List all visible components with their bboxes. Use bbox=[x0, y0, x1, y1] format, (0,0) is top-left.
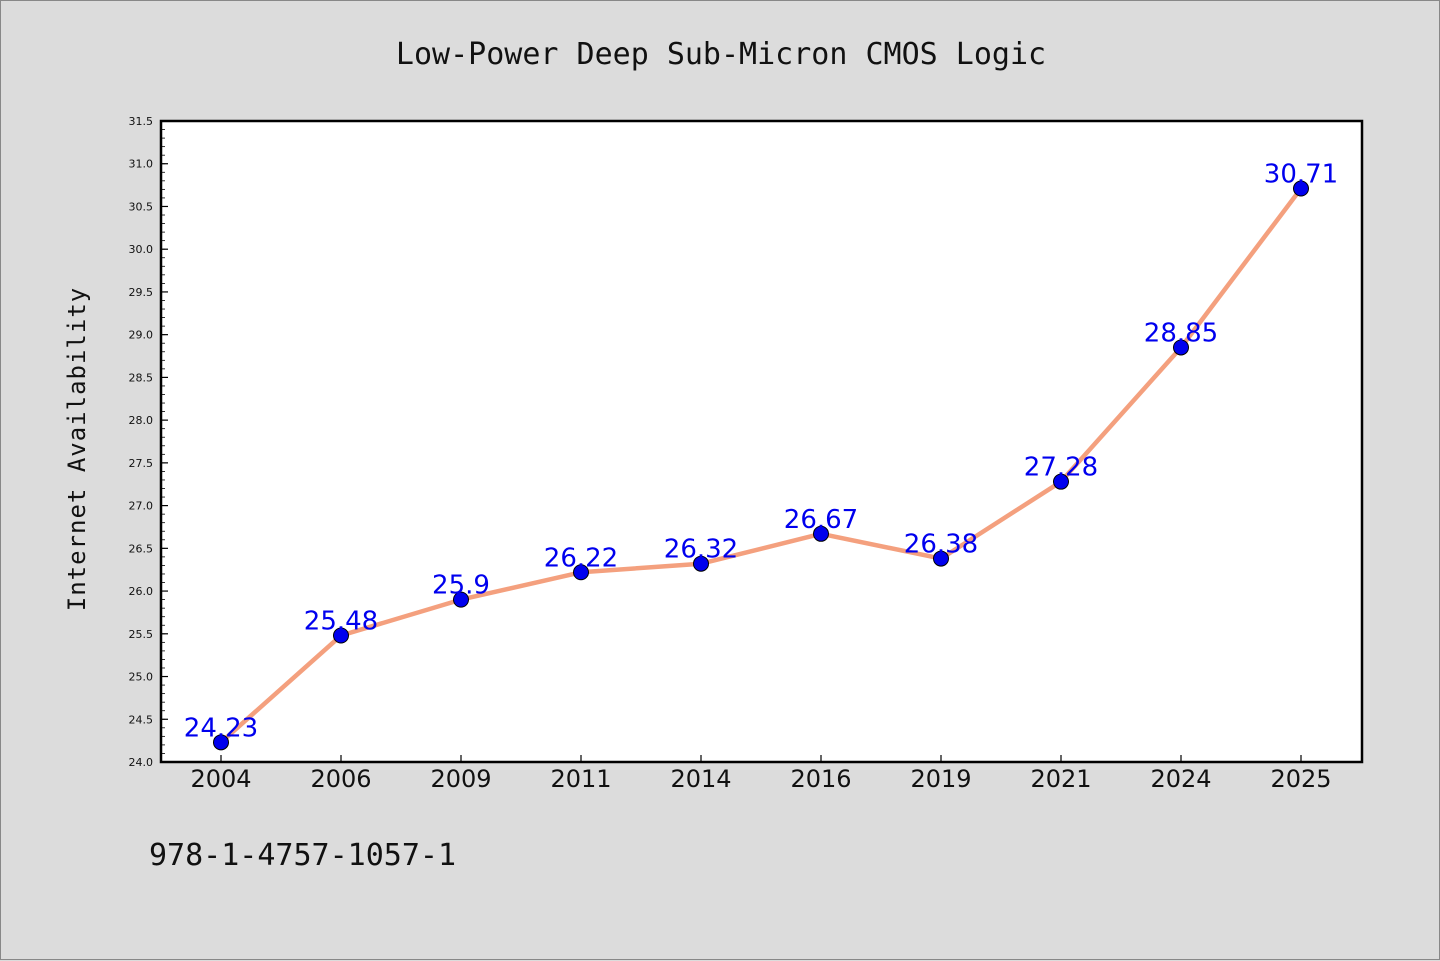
isbn-text: 978-1-4757-1057-1 bbox=[149, 838, 456, 873]
plot-border bbox=[159, 119, 1364, 764]
data-point bbox=[1293, 180, 1309, 197]
x-tick-label: 2019 bbox=[910, 765, 971, 793]
x-tick-label: 2009 bbox=[430, 765, 491, 793]
x-tick-label: 2021 bbox=[1030, 765, 1091, 793]
data-label: 26.38 bbox=[904, 530, 978, 560]
data-label: 25.48 bbox=[304, 607, 378, 637]
y-tick-label: 30.0 bbox=[129, 243, 154, 256]
data-point bbox=[213, 734, 229, 751]
data-labels-group: 24.23 25.48 25.9 26.22 26.32 26.67 26.38 27.28 2… bbox=[184, 160, 1338, 744]
data-label: 26.22 bbox=[544, 543, 618, 573]
chart-title: Low-Power Deep Sub-Micron CMOS Logic bbox=[396, 37, 1046, 72]
plot-background bbox=[161, 121, 1362, 762]
y-tick-label: 25.0 bbox=[129, 671, 154, 684]
y-tick-label: 30.5 bbox=[129, 200, 154, 213]
x-axis: 2004 2006 2009 2011 2014 2016 2019 2021 2024 2025 bbox=[190, 755, 1332, 793]
markers-group bbox=[213, 180, 1309, 751]
data-point bbox=[933, 550, 949, 567]
y-tick-label: 27.5 bbox=[129, 457, 154, 470]
y-tick-label: 24.0 bbox=[129, 756, 154, 769]
x-tick-label: 2016 bbox=[790, 765, 851, 793]
data-point bbox=[1053, 473, 1069, 490]
plot-area bbox=[161, 121, 1362, 762]
y-tick-label: 26.0 bbox=[129, 585, 154, 598]
x-tick-label: 2004 bbox=[190, 765, 251, 793]
data-point bbox=[453, 591, 469, 608]
data-label: 27.28 bbox=[1024, 453, 1098, 483]
x-tick-label: 2024 bbox=[1150, 765, 1211, 793]
y-tick-label: 31.0 bbox=[129, 158, 154, 171]
x-tick-label: 2006 bbox=[310, 765, 371, 793]
y-tick-label: 24.5 bbox=[129, 713, 154, 726]
data-point bbox=[573, 564, 589, 581]
data-label: 26.32 bbox=[664, 535, 738, 565]
data-label: 30.71 bbox=[1264, 160, 1338, 190]
data-label: 24.23 bbox=[184, 713, 258, 743]
data-point bbox=[693, 555, 709, 572]
y-tick-label: 29.5 bbox=[129, 286, 154, 299]
x-tick-label: 2011 bbox=[550, 765, 611, 793]
series-line-group bbox=[218, 186, 1304, 745]
data-label: 26.67 bbox=[784, 505, 858, 535]
y-axis-label: Internet Availability bbox=[63, 287, 91, 611]
series-line bbox=[218, 186, 1304, 745]
y-axis: 24.0 24.5 25.0 25.5 26.0 26.5 27.0 27.5 28.0 28.5… bbox=[129, 115, 168, 769]
y-tick-label: 29.0 bbox=[129, 329, 154, 342]
y-tick-label: 28.0 bbox=[129, 414, 154, 427]
x-tick-label: 2025 bbox=[1270, 765, 1331, 793]
data-label: 28.85 bbox=[1144, 318, 1218, 348]
x-tick-label: 2014 bbox=[670, 765, 731, 793]
data-point bbox=[813, 525, 829, 542]
y-tick-label: 27.0 bbox=[129, 500, 154, 513]
data-point bbox=[1173, 339, 1189, 356]
y-tick-label: 26.5 bbox=[129, 542, 154, 555]
data-label: 25.9 bbox=[432, 571, 490, 601]
y-tick-label: 28.5 bbox=[129, 371, 154, 384]
y-tick-label: 31.5 bbox=[129, 115, 154, 128]
y-tick-label: 25.5 bbox=[129, 628, 154, 641]
data-point bbox=[333, 627, 349, 644]
